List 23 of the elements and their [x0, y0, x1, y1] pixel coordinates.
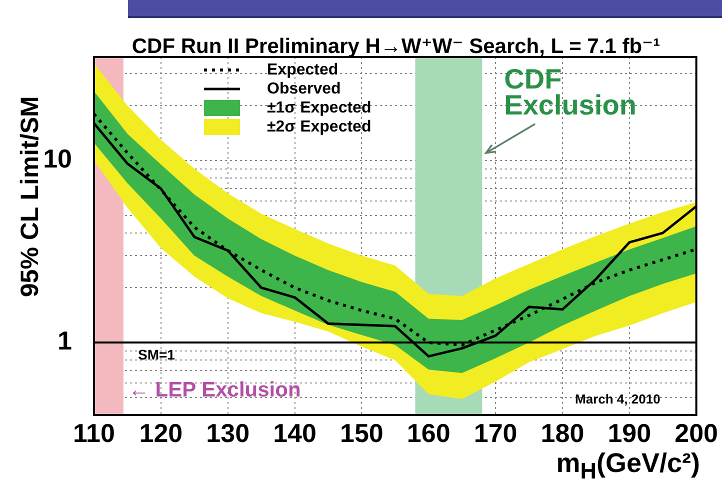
x-tick-label: 190 [608, 418, 652, 448]
y-tick-label: 1 [58, 326, 72, 356]
x-tick-label: 160 [406, 418, 450, 448]
x-tick-label: 180 [540, 418, 584, 448]
y-axis-title: 95% CL Limit/SM [16, 96, 44, 298]
ref-line-label: SM=1 [138, 346, 176, 362]
x-axis-title: m$_{H}$(GeV/c²) [556, 448, 700, 483]
legend-label: Expected [267, 61, 338, 78]
x-tick-label: 140 [273, 418, 316, 448]
x-tick-label: 170 [474, 418, 518, 448]
x-tick-label: 150 [340, 418, 384, 448]
legend-label: ±1σ Expected [267, 99, 372, 116]
legend-label: ±2σ Expected [267, 118, 372, 136]
x-tick-label: 110 [73, 418, 115, 448]
x-tick-label: 200 [674, 418, 718, 448]
band-label: ← LEP Exclusion [128, 378, 301, 402]
band-label: CDF Exclusion [504, 64, 636, 121]
x-tick-label: 130 [206, 418, 250, 448]
legend-label: Observed [267, 80, 341, 98]
y-tick-label: 10 [43, 144, 72, 174]
x-tick-label: 120 [139, 418, 183, 448]
annotation: March 4, 2010 [575, 392, 660, 407]
chart-title: CDF Run II Preliminary H→W⁺W⁻ Search, L = 7.1 fb⁻¹ [130, 35, 662, 59]
